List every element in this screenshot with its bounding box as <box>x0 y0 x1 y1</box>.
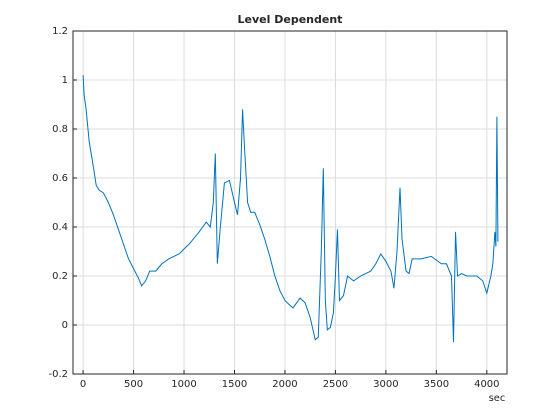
chart-title: Level Dependent <box>238 13 343 26</box>
plot-frame <box>72 30 508 375</box>
y-tick-label: 0.2 <box>52 271 68 282</box>
y-tick-label: 1 <box>62 75 68 86</box>
y-tick-label: 0.6 <box>52 173 68 184</box>
x-tick-label: 3500 <box>424 379 449 390</box>
x-tick-label: 2000 <box>272 379 297 390</box>
x-tick-label: 1000 <box>171 379 196 390</box>
x-tick-label: 4000 <box>474 379 499 390</box>
y-tick-label: 1.2 <box>52 26 68 37</box>
x-tick-label: 1500 <box>222 379 247 390</box>
y-tick-label: 0.4 <box>52 222 68 233</box>
y-tick-label: -0.2 <box>48 369 68 380</box>
x-tick-label: 3000 <box>373 379 398 390</box>
y-tick-label: 0.8 <box>52 124 68 135</box>
x-tick-label: 2500 <box>323 379 348 390</box>
x-tick-label: 500 <box>124 379 143 390</box>
y-tick-label: 0 <box>62 320 68 331</box>
x-tick-label: 0 <box>80 379 86 390</box>
x-axis-label: sec <box>489 393 506 404</box>
data-line <box>82 75 499 343</box>
